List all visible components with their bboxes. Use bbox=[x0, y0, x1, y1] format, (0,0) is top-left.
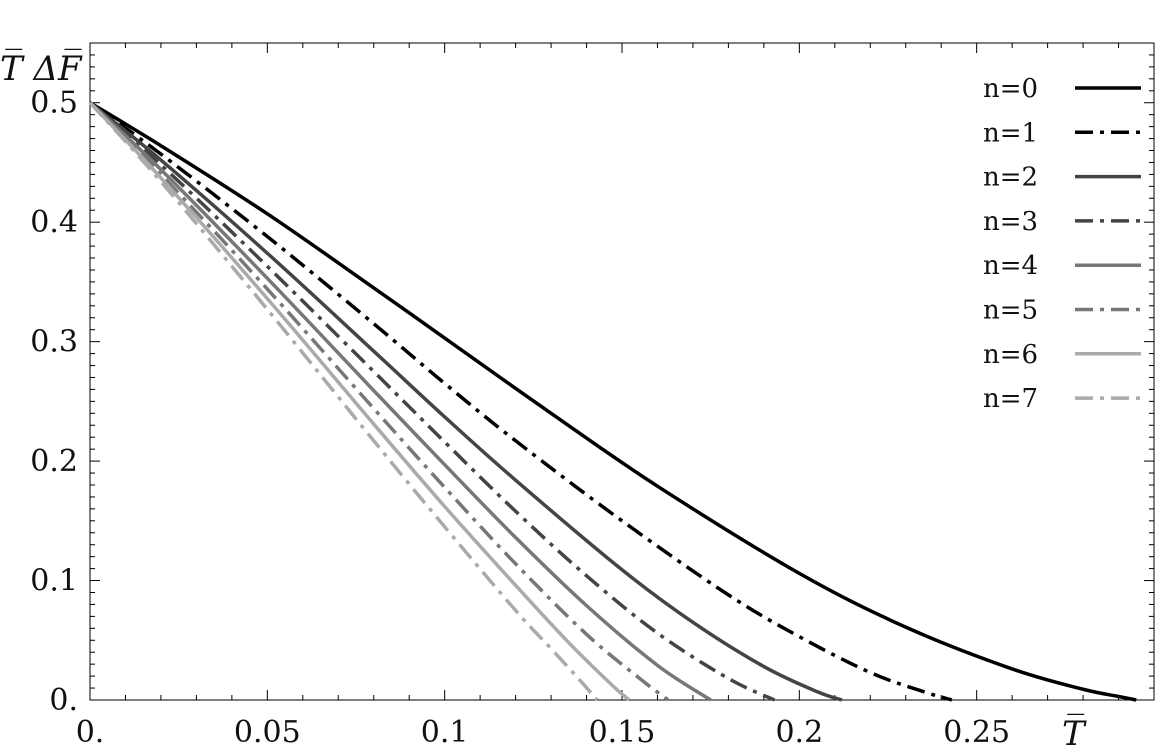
y-tick-label: 0. bbox=[49, 683, 78, 718]
legend-label: n=3 bbox=[983, 207, 1038, 237]
y-tick-label: 0.2 bbox=[30, 444, 78, 479]
series-line-n0 bbox=[89, 101, 1137, 702]
legend-label: n=2 bbox=[983, 163, 1038, 193]
series-line-n4 bbox=[88, 101, 712, 702]
legend-label: n=0 bbox=[983, 74, 1038, 104]
legend-label: n=6 bbox=[983, 340, 1038, 370]
series-line-n7 bbox=[88, 101, 599, 702]
y-tick-label: 0.4 bbox=[30, 205, 78, 240]
axis-ticks bbox=[89, 42, 1155, 701]
series-line-n2 bbox=[88, 101, 843, 702]
series-line-n3 bbox=[88, 101, 776, 702]
legend: n=0 n=1 n=2 n=3 n=4 n=5 n=6 n=7 bbox=[983, 74, 1141, 414]
x-tick-label: 0.15 bbox=[589, 715, 656, 750]
y-tick-label: 0.1 bbox=[30, 564, 78, 599]
y-tick-label: 0.5 bbox=[30, 86, 78, 121]
x-tick-label: 0.1 bbox=[421, 715, 469, 750]
legend-label: n=1 bbox=[983, 118, 1038, 148]
series-layer bbox=[88, 101, 1137, 702]
x-tick-label: 0. bbox=[76, 715, 105, 750]
series-line-n6 bbox=[88, 101, 631, 702]
legend-label: n=5 bbox=[983, 296, 1038, 326]
y-tick-label: 0.3 bbox=[30, 325, 78, 360]
y-axis-title: T̅ ΔF̅ bbox=[0, 48, 83, 89]
x-axis-title: T̅ bbox=[1062, 713, 1087, 752]
tick-labels: 0. 0.05 0.1 0.15 0.2 0.25 0. 0.1 0.2 0.3 0.4 0.5 bbox=[30, 86, 1010, 750]
x-tick-label: 0.2 bbox=[775, 715, 823, 750]
series-line-n1 bbox=[88, 101, 953, 702]
series-line-n5 bbox=[88, 101, 670, 702]
legend-label: n=7 bbox=[983, 384, 1038, 414]
x-tick-label: 0.25 bbox=[943, 715, 1010, 750]
legend-label: n=4 bbox=[983, 251, 1038, 281]
x-tick-label: 0.05 bbox=[234, 715, 301, 750]
